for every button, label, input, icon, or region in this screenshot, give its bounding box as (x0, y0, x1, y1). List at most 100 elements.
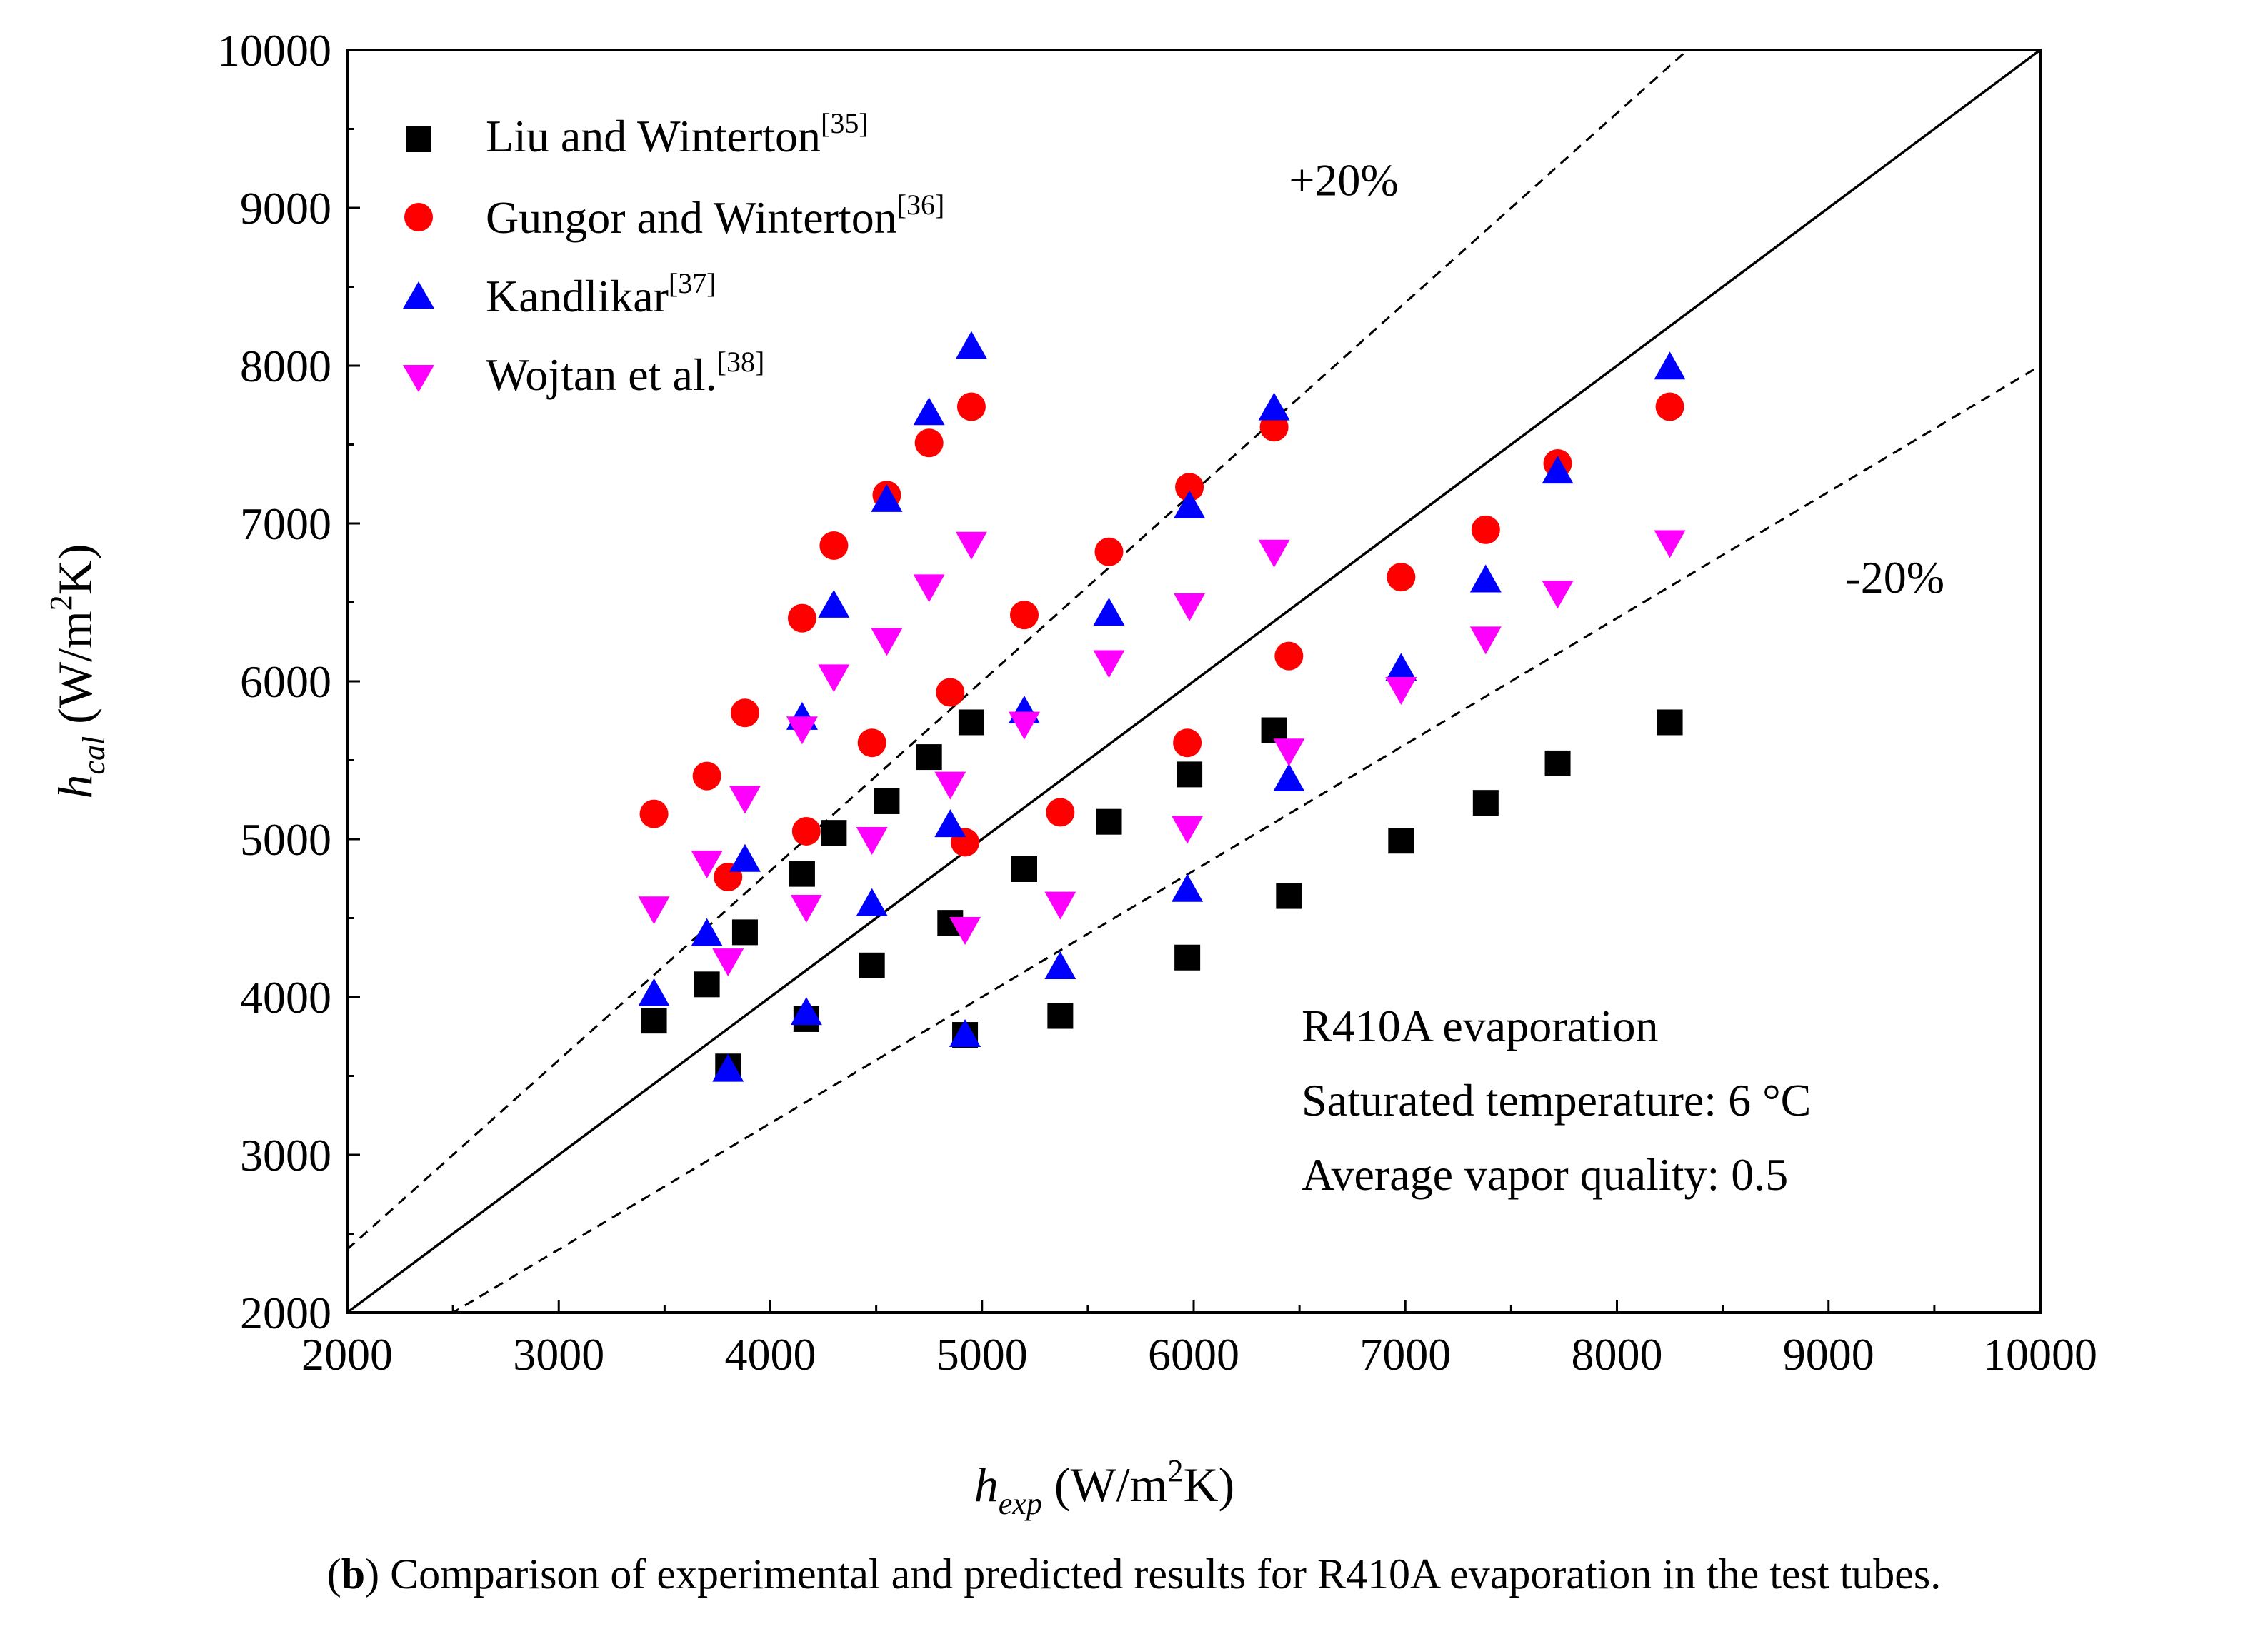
point-wojtan-et-al (871, 628, 903, 656)
point-liu-and-winterton (1177, 761, 1203, 788)
point-wojtan-et-al (729, 786, 761, 814)
y-tick-label: 5000 (240, 814, 331, 865)
legend: Liu and Winterton[35] Gungor and Wintert… (403, 107, 944, 400)
x-tick-label: 5000 (936, 1329, 1028, 1380)
point-wojtan-et-al (1654, 530, 1686, 558)
y-tick-label: 2000 (240, 1288, 331, 1338)
point-kandlikar (1542, 456, 1574, 484)
point-liu-and-winterton (1388, 828, 1414, 854)
point-wojtan-et-al (790, 895, 822, 923)
point-liu-and-winterton (1276, 883, 1302, 909)
figure-caption: (b) Comparison of experimental and predi… (326, 1550, 1942, 1598)
point-wojtan-et-al (1093, 650, 1125, 678)
point-wojtan-et-al (949, 916, 981, 945)
point-wojtan-et-al (712, 948, 744, 977)
x-tick-label: 7000 (1359, 1329, 1451, 1380)
point-gungor-and-winterton (956, 392, 986, 421)
axis-ticks: 2000 3000 4000 5000 6000 7000 8000 9000 10000 200… (217, 25, 2097, 1380)
point-kandlikar (949, 1019, 981, 1048)
point-liu-and-winterton (1657, 709, 1683, 736)
point-kandlikar (1093, 597, 1125, 626)
point-gungor-and-winterton (1471, 515, 1500, 544)
caption-text: Comparison of experimental and predicted… (379, 1550, 1942, 1598)
point-kandlikar (1385, 653, 1417, 681)
point-gungor-and-winterton (730, 698, 759, 728)
reference-line-minus-20 (451, 364, 2040, 1313)
point-liu-and-winterton (1011, 856, 1037, 882)
point-wojtan-et-al (1174, 593, 1206, 621)
annotation-vapor-quality: Average vapor quality: 0.5 (1302, 1149, 1788, 1200)
x-axis-title: hexp (W/m2K) (974, 1453, 1234, 1521)
reference-line-parity (347, 50, 2040, 1313)
point-kandlikar (871, 483, 903, 512)
point-liu-and-winterton (1472, 790, 1499, 816)
y-tick-label: 9000 (240, 183, 331, 234)
point-kandlikar (1654, 351, 1686, 380)
point-gungor-and-winterton (1094, 537, 1124, 566)
x-tick-label: 6000 (1148, 1329, 1239, 1380)
point-liu-and-winterton (821, 820, 847, 846)
point-wojtan-et-al (1044, 891, 1076, 920)
data-points (638, 331, 1686, 1082)
point-liu-and-winterton (789, 861, 815, 887)
x-tick-label: 9000 (1783, 1329, 1874, 1380)
point-kandlikar (934, 809, 966, 838)
point-liu-and-winterton (958, 709, 984, 736)
point-wojtan-et-al (913, 574, 945, 603)
point-gungor-and-winterton (819, 531, 849, 560)
point-gungor-and-winterton (1274, 641, 1304, 671)
legend-text-gungor: Gungor and Winterton[36] (486, 189, 944, 243)
point-liu-and-winterton (641, 1008, 667, 1034)
legend-text-liu: Liu and Winterton[35] (486, 107, 869, 161)
point-wojtan-et-al (1009, 711, 1040, 740)
point-kandlikar (1172, 873, 1204, 902)
legend-text-wojtan: Wojtan et al.[38] (486, 346, 764, 400)
point-liu-and-winterton (694, 971, 720, 998)
y-axis-title: hcal (W/m2K) (44, 543, 111, 798)
point-kandlikar (955, 331, 987, 359)
point-kandlikar (638, 978, 670, 1006)
point-gungor-and-winterton (692, 761, 721, 791)
point-kandlikar (818, 589, 850, 618)
legend-item-wojtan: Wojtan et al.[38] (403, 346, 764, 400)
point-gungor-and-winterton (936, 678, 965, 707)
point-gungor-and-winterton (1655, 392, 1684, 421)
point-liu-and-winterton (731, 919, 758, 946)
point-kandlikar (1044, 951, 1076, 980)
point-kandlikar (691, 918, 723, 946)
legend-marker-square (406, 126, 431, 152)
y-tick-label: 3000 (240, 1130, 331, 1181)
point-kandlikar (1174, 490, 1206, 518)
point-gungor-and-winterton (1175, 473, 1204, 502)
plus-20-label: +20% (1289, 154, 1398, 205)
point-wojtan-et-al (934, 771, 966, 800)
point-liu-and-winterton (1047, 1003, 1074, 1029)
y-tick-label: 8000 (240, 341, 331, 391)
point-wojtan-et-al (856, 827, 888, 855)
point-gungor-and-winterton (1046, 798, 1075, 827)
point-gungor-and-winterton (787, 603, 816, 633)
point-gungor-and-winterton (1173, 728, 1202, 758)
point-kandlikar (856, 888, 888, 916)
y-tick-label: 10000 (217, 25, 331, 76)
reference-line-plus-20 (347, 50, 1689, 1250)
point-wojtan-et-al (1469, 626, 1502, 655)
legend-item-liu: Liu and Winterton[35] (406, 107, 869, 161)
x-tick-label: 4000 (725, 1329, 816, 1380)
legend-marker-circle (404, 203, 433, 231)
legend-marker-triangle-down (403, 365, 434, 392)
x-tick-label: 10000 (1983, 1329, 2097, 1380)
caption-label: b (341, 1550, 366, 1598)
chart: 2000 3000 4000 5000 6000 7000 8000 9000 10000 200… (44, 25, 2097, 1521)
condition-annotations: R410A evaporation Saturated temperature:… (1302, 1001, 1811, 1200)
point-gungor-and-winterton (639, 799, 669, 828)
legend-item-kandlikar: Kandlikar[37] (403, 267, 716, 321)
point-gungor-and-winterton (1010, 601, 1039, 630)
point-wojtan-et-al (1385, 677, 1417, 706)
point-wojtan-et-al (691, 851, 723, 879)
point-liu-and-winterton (859, 952, 885, 978)
point-kandlikar (712, 1053, 744, 1082)
point-kandlikar (1258, 392, 1290, 421)
legend-text-kandlikar: Kandlikar[37] (486, 267, 716, 321)
point-liu-and-winterton (1096, 808, 1122, 835)
